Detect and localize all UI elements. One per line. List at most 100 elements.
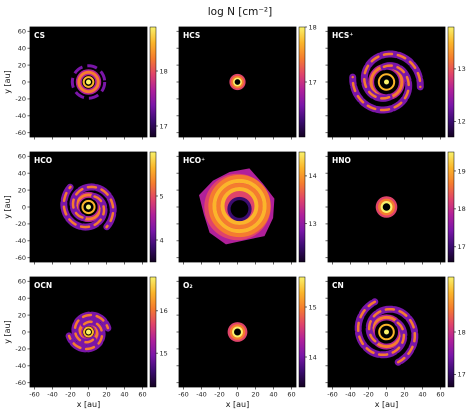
colorbar-tick-label: 13 — [458, 65, 466, 73]
x-tick-label: 40 — [269, 391, 277, 399]
central-hole — [234, 328, 241, 336]
y-tick-label: -60 — [15, 254, 26, 262]
emission-map — [227, 322, 248, 342]
colorbar-tick-label: 15 — [309, 303, 317, 311]
x-tick-label: 0 — [86, 391, 90, 399]
disk-ring — [220, 186, 259, 226]
central-hole — [382, 203, 391, 211]
colorbar-tick-label: 17 — [160, 122, 168, 130]
panel-4: HCO⁺ 13 14 — [176, 151, 317, 265]
x-axis-label: x [au] — [226, 400, 250, 409]
panel-6: OCN -60 -40 -20 0 20 40 60 -60 -40 -20 0 20 40 60 x [au… — [3, 276, 168, 409]
x-tick-label: 0 — [235, 391, 239, 399]
y-tick-label: -40 — [15, 362, 26, 370]
colorbar-tick-label: 17 — [458, 371, 466, 379]
spiral-arm-core — [71, 185, 115, 229]
y-tick-label: -20 — [15, 345, 26, 353]
colorbar-tick-label: 13 — [309, 220, 317, 228]
spiral-arm-core — [363, 52, 422, 100]
ring-inner — [378, 323, 395, 341]
spiral-arm-core — [351, 64, 410, 112]
panel-1: HCS 17 18 — [176, 23, 317, 140]
ring-halo — [70, 64, 107, 100]
emission-map — [229, 73, 246, 91]
x-tick-label: -60 — [178, 391, 189, 399]
colorbar — [447, 26, 455, 138]
y-tick-label: 60 — [18, 278, 26, 286]
colorbar-tick-label: 12 — [458, 118, 466, 126]
y-tick-label: 60 — [18, 153, 26, 161]
y-tick-label: 20 — [18, 186, 26, 194]
y-tick-label: -40 — [15, 112, 26, 120]
x-tick-label: -20 — [363, 391, 374, 399]
colorbar-tick-label: 14 — [309, 172, 317, 180]
panel-2: HCS⁺ 12 13 — [325, 26, 466, 140]
ring-inner — [82, 76, 95, 88]
disk-ring — [212, 178, 267, 234]
colorbar-tick-label: 4 — [160, 236, 164, 244]
y-tick-label: 20 — [18, 61, 26, 69]
x-tick-label: 60 — [436, 391, 444, 399]
y-tick-label: 40 — [18, 294, 26, 302]
colorbar-tick-label: 17 — [309, 78, 317, 86]
y-tick-label: 0 — [22, 78, 26, 86]
y-tick-label: 40 — [18, 169, 26, 177]
y-axis-label: y [au] — [3, 70, 12, 94]
spiral-arm-core — [62, 185, 106, 229]
emission-map — [354, 298, 419, 366]
ring-center — [86, 329, 91, 335]
colorbar-tick-label: 5 — [160, 192, 164, 200]
x-tick-label: 60 — [138, 391, 146, 399]
disk-ring — [216, 182, 263, 230]
x-tick-label: -20 — [65, 391, 76, 399]
y-tick-label: 40 — [18, 44, 26, 52]
ring-inner — [377, 73, 396, 91]
ring-center — [384, 329, 389, 335]
x-tick-label: 20 — [102, 391, 110, 399]
emission-map — [70, 64, 107, 100]
y-tick-label: 0 — [22, 203, 26, 211]
colorbar-tick-label: 18 — [458, 328, 466, 336]
spiral-arm-core — [73, 313, 110, 344]
x-tick-label: -40 — [47, 391, 58, 399]
species-label: HNO — [332, 156, 351, 165]
colorbar-tick-label: 15 — [160, 349, 168, 357]
ring-inner — [83, 326, 94, 338]
y-tick-label: -20 — [15, 220, 26, 228]
spiral-arm-core — [367, 307, 417, 364]
y-tick-label: 20 — [18, 311, 26, 319]
disk-cavity — [230, 200, 249, 218]
x-tick-label: 40 — [418, 391, 426, 399]
disk-ring — [208, 174, 271, 238]
colorbar-tick-label: 19 — [458, 167, 466, 175]
colorbar — [447, 151, 455, 263]
colorbar — [298, 151, 306, 263]
ring-inner — [81, 199, 96, 215]
figure-title: log N [cm⁻²] — [208, 6, 272, 18]
emission-map — [199, 168, 275, 245]
colorbar-tick-label: 18 — [309, 23, 317, 31]
y-tick-label: -60 — [15, 379, 26, 387]
y-axis-label: y [au] — [3, 195, 12, 219]
colorbar-tick-label: 18 — [458, 205, 466, 213]
colorbar — [298, 276, 306, 388]
x-tick-label: 20 — [400, 391, 408, 399]
x-tick-label: 0 — [384, 391, 388, 399]
y-tick-label: -40 — [15, 237, 26, 245]
y-axis-label: y [au] — [3, 320, 12, 344]
species-label: CS — [34, 31, 45, 40]
species-label: CN — [332, 281, 344, 290]
species-label: HCS — [183, 31, 200, 40]
colorbar-tick-label: 17 — [458, 243, 466, 251]
x-tick-label: -40 — [196, 391, 207, 399]
x-tick-label: 60 — [287, 391, 295, 399]
ring-center — [384, 79, 389, 85]
spiral-arm-core — [356, 300, 406, 357]
emission-map — [60, 183, 117, 231]
panel-3: HCO -60 -40 -20 0 20 40 60 y [au] 4 5 — [3, 151, 164, 265]
y-tick-label: 60 — [18, 28, 26, 36]
species-label: HCO — [34, 156, 52, 165]
species-label: O₂ — [183, 281, 193, 290]
ring-center — [86, 204, 91, 210]
